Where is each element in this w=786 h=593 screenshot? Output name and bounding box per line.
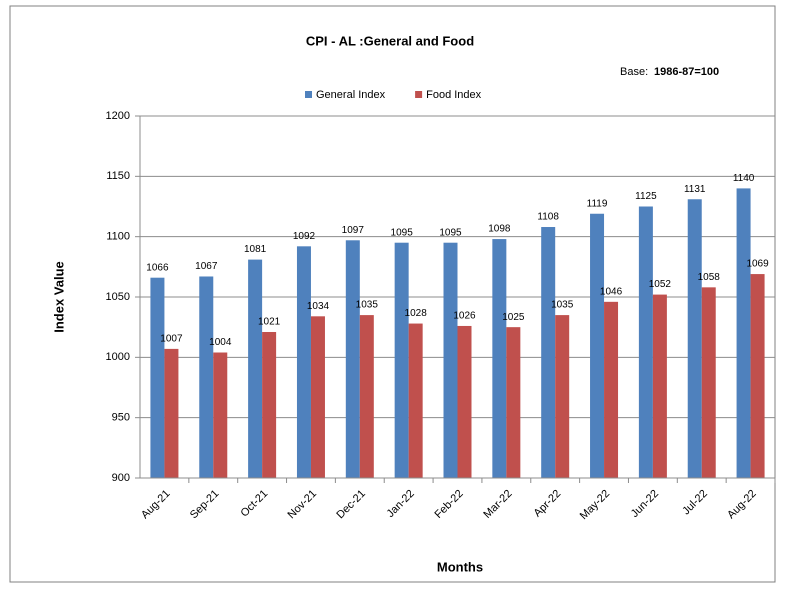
y-tick-label: 900 bbox=[112, 472, 130, 484]
y-tick-label: 1150 bbox=[106, 170, 130, 182]
bar bbox=[590, 213, 605, 479]
bar bbox=[296, 246, 311, 478]
legend-swatch bbox=[305, 91, 312, 98]
annotation-value: 1986-87=100 bbox=[654, 66, 719, 78]
data-label: 1025 bbox=[502, 312, 525, 323]
data-label: 1069 bbox=[746, 259, 769, 270]
data-label: 1131 bbox=[684, 184, 706, 195]
legend-label: General Index bbox=[316, 89, 386, 101]
bar bbox=[652, 294, 667, 478]
bar bbox=[736, 188, 751, 478]
data-label: 1035 bbox=[551, 300, 574, 311]
bar bbox=[199, 276, 214, 478]
y-tick-label: 950 bbox=[112, 412, 130, 424]
bar bbox=[213, 352, 228, 478]
data-label: 1046 bbox=[600, 286, 623, 297]
data-label: 1034 bbox=[307, 301, 330, 312]
data-label: 1067 bbox=[195, 261, 218, 272]
annotation-label: Base: bbox=[620, 66, 648, 78]
bar bbox=[394, 242, 409, 478]
data-label: 1052 bbox=[649, 279, 672, 290]
data-label: 1119 bbox=[587, 198, 608, 209]
bar bbox=[541, 227, 556, 478]
bar bbox=[408, 323, 423, 478]
data-label: 1066 bbox=[146, 262, 169, 273]
bar bbox=[506, 327, 521, 478]
bar bbox=[604, 301, 619, 478]
data-label: 1021 bbox=[258, 317, 281, 328]
bar bbox=[638, 206, 653, 478]
x-axis-label: Months bbox=[437, 559, 483, 574]
data-label: 1058 bbox=[698, 272, 721, 283]
y-tick-label: 1050 bbox=[106, 291, 130, 303]
data-label: 1004 bbox=[209, 337, 232, 348]
bar bbox=[701, 287, 716, 478]
bar bbox=[359, 315, 374, 478]
bar bbox=[750, 274, 765, 478]
data-label: 1081 bbox=[244, 244, 267, 255]
bar bbox=[555, 315, 570, 478]
bar bbox=[164, 348, 179, 478]
bar bbox=[457, 325, 472, 478]
bar bbox=[345, 240, 360, 478]
legend-label: Food Index bbox=[426, 89, 482, 101]
data-label: 1095 bbox=[439, 227, 462, 238]
bar bbox=[687, 199, 702, 478]
data-label: 1098 bbox=[488, 224, 511, 235]
bar bbox=[310, 316, 325, 478]
chart-title: CPI - AL :General and Food bbox=[306, 33, 474, 48]
y-tick-label: 1000 bbox=[106, 351, 130, 363]
y-tick-label: 1100 bbox=[106, 231, 130, 243]
bar bbox=[443, 242, 458, 478]
data-label: 1097 bbox=[342, 225, 365, 236]
data-label: 1028 bbox=[405, 308, 428, 319]
data-label: 1026 bbox=[453, 311, 476, 322]
bar bbox=[150, 277, 165, 478]
data-label: 1095 bbox=[391, 227, 414, 238]
data-label: 1007 bbox=[160, 334, 183, 345]
data-label: 1035 bbox=[356, 300, 379, 311]
bar bbox=[248, 259, 263, 478]
data-label: 1092 bbox=[293, 231, 316, 242]
bar bbox=[492, 239, 507, 478]
y-tick-label: 1200 bbox=[106, 110, 130, 122]
data-label: 1108 bbox=[537, 212, 559, 223]
data-label: 1125 bbox=[635, 191, 657, 202]
data-label: 1140 bbox=[733, 173, 755, 184]
y-axis-label: Index Value bbox=[51, 261, 66, 333]
bar bbox=[262, 331, 277, 478]
legend-swatch bbox=[415, 91, 423, 98]
